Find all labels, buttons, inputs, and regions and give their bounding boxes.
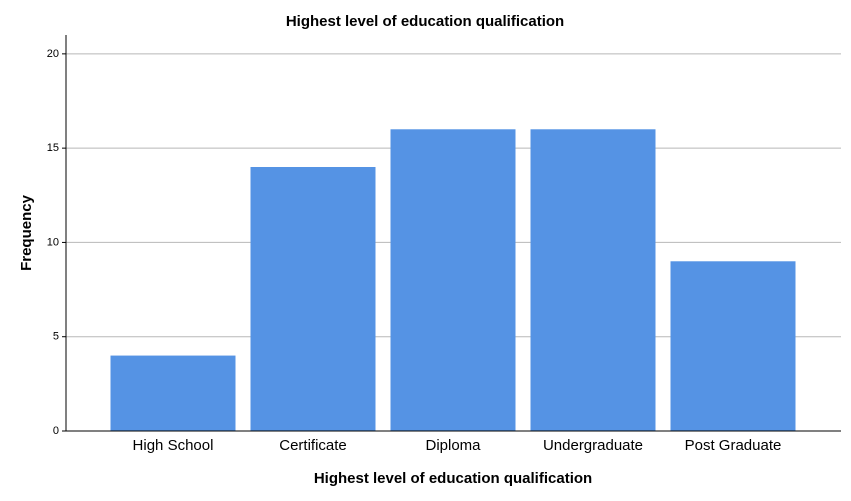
bar	[250, 167, 376, 431]
y-tick-label: 0	[53, 425, 59, 437]
x-tick-label: Certificate	[279, 437, 347, 454]
x-axis-label: Highest level of education qualification	[314, 470, 592, 487]
y-tick-label: 5	[53, 331, 59, 343]
y-tick-label: 20	[47, 48, 59, 60]
bar	[390, 129, 516, 432]
y-tick-label: 10	[47, 236, 59, 248]
x-tick-label: Post Graduate	[685, 437, 782, 454]
x-tick-label: Diploma	[425, 437, 481, 454]
x-tick-label: Undergraduate	[543, 437, 643, 454]
y-tick-label: 15	[47, 142, 59, 154]
bar	[530, 129, 656, 432]
y-axis-label: Frequency	[18, 194, 35, 271]
x-tick-label: High School	[133, 437, 214, 454]
bar	[670, 261, 796, 431]
bar	[110, 355, 236, 431]
chart-title: Highest level of education qualification	[286, 13, 564, 30]
